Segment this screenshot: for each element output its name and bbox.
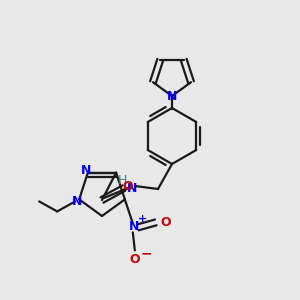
Text: −: − xyxy=(141,246,153,260)
Text: N: N xyxy=(72,195,83,208)
Text: O: O xyxy=(130,253,140,266)
Text: N: N xyxy=(81,164,91,177)
Text: N: N xyxy=(129,220,139,233)
Text: O: O xyxy=(123,179,133,193)
Text: H: H xyxy=(117,173,127,187)
Text: O: O xyxy=(160,216,171,229)
Text: N: N xyxy=(127,182,137,194)
Text: N: N xyxy=(167,89,177,103)
Text: +: + xyxy=(138,214,148,224)
